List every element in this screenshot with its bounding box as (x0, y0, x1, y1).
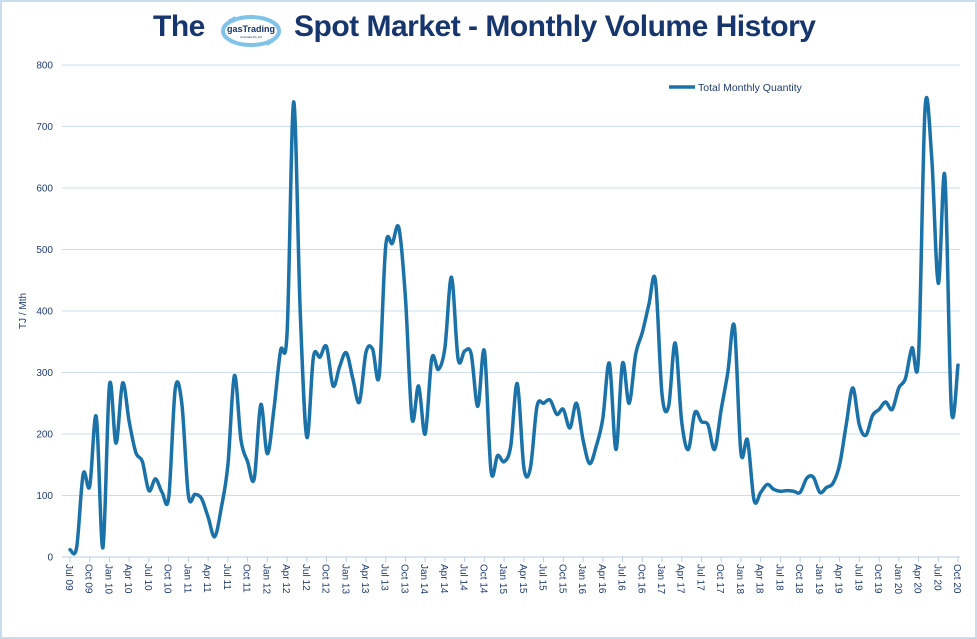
x-tick-label: Jul 18 (773, 564, 784, 591)
y-tick-label: 200 (36, 430, 53, 441)
x-tick-label: Jan 12 (260, 564, 271, 594)
y-tick-label: 500 (36, 245, 53, 256)
gastrading-logo: gasTrading Australia Pty Ltd (221, 15, 281, 47)
chart-title: The gasTrading Australia Pty Ltd Spot Ma… (0, 8, 977, 48)
x-tick-label: Oct 10 (162, 564, 173, 594)
logo-subtext: Australia Pty Ltd (240, 35, 262, 39)
series-total-monthly-quantity (68, 96, 960, 556)
x-tick-label: Apr 16 (596, 564, 607, 594)
x-tick-label: Jan 17 (655, 564, 666, 594)
series-line (68, 96, 960, 556)
title-prefix: The (153, 10, 205, 43)
y-tick-label: 800 (36, 61, 53, 72)
x-tick-label: Jan 13 (339, 564, 350, 594)
x-tick-label: Jul 13 (379, 564, 390, 591)
gridlines (62, 64, 960, 558)
y-tick-label: 100 (36, 491, 53, 502)
x-tick-label: Apr 18 (754, 564, 765, 594)
x-tick-label: Apr 17 (675, 564, 686, 594)
logo-text: gasTrading (227, 24, 275, 34)
x-tick-label: Jan 18 (734, 564, 745, 594)
x-tick-label: Jul 11 (221, 564, 232, 590)
x-tick-label: Oct 17 (714, 564, 725, 594)
y-tick-label: 400 (36, 307, 53, 318)
x-tick-label: Jul 09 (63, 564, 74, 591)
x-tick-label: Jan 14 (418, 564, 429, 594)
x-tick-label: Jul 17 (694, 564, 705, 591)
x-tick-label: Oct 14 (477, 564, 488, 594)
x-axis-ticks: Jul 09 Oct 09 Jan 10 Apr 10 Jul 10 Oct 10 Jan … (63, 557, 962, 594)
y-tick-label: 700 (36, 122, 53, 133)
x-tick-label: Oct 18 (793, 564, 804, 594)
legend-label: Total Monthly Quantity (698, 82, 803, 94)
title-main: Spot Market - Monthly Volume History (294, 10, 816, 43)
y-tick-label: 600 (36, 184, 53, 195)
legend: Total Monthly Quantity (669, 82, 803, 94)
y-axis-label: TJ / Mth (18, 293, 29, 329)
x-tick-label: Oct 11 (241, 564, 252, 593)
x-tick-label: Apr 19 (833, 564, 844, 594)
x-tick-label: Jan 11 (181, 564, 192, 594)
x-tick-label: Apr 14 (438, 564, 449, 594)
x-tick-label: Apr 11 (201, 564, 212, 593)
x-tick-label: Apr 13 (359, 564, 370, 594)
y-tick-label: 300 (36, 368, 53, 379)
x-tick-label: Jul 19 (852, 564, 863, 591)
x-tick-label: Jul 12 (300, 564, 311, 591)
x-tick-label: Jul 14 (458, 564, 469, 591)
x-tick-label: Jan 10 (102, 564, 113, 594)
y-axis-ticks: 0 100 200 300 400 500 600 700 800 (36, 61, 53, 564)
x-tick-label: Jan 19 (813, 564, 824, 594)
x-tick-label: Oct 19 (872, 564, 883, 594)
x-tick-label: Apr 12 (280, 564, 291, 594)
x-tick-label: Apr 10 (122, 564, 133, 594)
x-tick-label: Oct 12 (320, 564, 331, 594)
x-tick-label: Oct 20 (951, 564, 962, 594)
x-tick-label: Oct 15 (556, 564, 567, 594)
x-tick-label: Apr 20 (912, 564, 923, 594)
x-tick-label: Jul 16 (616, 564, 627, 591)
x-tick-label: Jan 15 (497, 564, 508, 594)
x-tick-label: Oct 13 (398, 564, 409, 594)
x-tick-label: Jan 20 (892, 564, 903, 594)
x-tick-label: Jul 15 (537, 564, 548, 591)
x-tick-label: Apr 15 (517, 564, 528, 594)
x-tick-label: Jul 10 (142, 564, 153, 591)
x-tick-label: Jan 16 (576, 564, 587, 594)
x-tick-label: Jul 20 (931, 564, 942, 591)
x-tick-label: Oct 16 (635, 564, 646, 594)
y-tick-label: 0 (47, 553, 53, 564)
x-tick-label: Oct 09 (83, 564, 94, 594)
